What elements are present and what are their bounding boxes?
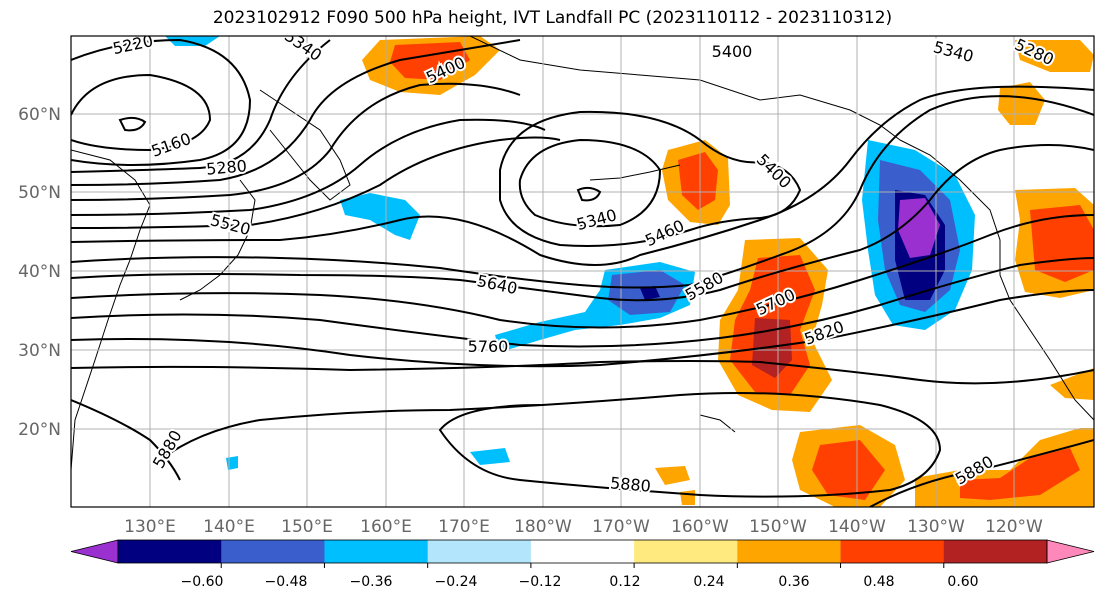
height-contour-5400 <box>71 82 521 201</box>
colorbar-label-5: −0.12 <box>519 574 562 590</box>
height-contour-5760-south <box>71 399 181 481</box>
colorbar-swatch <box>737 540 842 563</box>
height-contour-5880-east <box>869 439 1094 507</box>
colorbar-tick-labels: −0.60 −0.48 −0.36 −0.24 −0.12 0.12 0.24 … <box>181 574 979 590</box>
colorbar-label-7: 0.24 <box>693 574 724 590</box>
height-contours <box>71 38 1094 507</box>
height-contour-5220 <box>71 38 252 166</box>
lon-tick-160e: 160°E <box>360 517 412 537</box>
colorbar-label-4: −0.24 <box>435 574 478 590</box>
lon-tick-170e: 170°E <box>438 517 490 537</box>
height-contour-5460 <box>71 85 1094 266</box>
lat-tick-20n: 20°N <box>18 420 61 440</box>
colorbar-swatch <box>943 540 1048 563</box>
height-contour-5580-west <box>71 95 1094 289</box>
ivt-positive-region-tiny <box>680 490 695 505</box>
map-title: 2023102912 F090 500 hPa height, IVT Land… <box>212 8 893 28</box>
coastline-hawaii <box>699 414 736 433</box>
colorbar-label-9: 0.48 <box>863 574 894 590</box>
coastline-aleutians <box>589 164 681 181</box>
lon-tick-160w: 160°W <box>671 517 729 537</box>
ivt-positive-region-hawaii-east-inner <box>812 440 885 500</box>
contour-label-5880-a: 5880 <box>609 473 651 495</box>
colorbar-label-2: −0.48 <box>265 574 308 590</box>
colorbar-extension-low <box>70 539 119 564</box>
ivt-negative-region-ne-pacific-max <box>898 198 940 258</box>
colorbar-label-1: −0.60 <box>181 574 224 590</box>
height-contour-5340-west <box>71 39 521 186</box>
colorbar: −0.60 −0.48 −0.36 −0.24 −0.12 0.12 0.24 … <box>70 539 1095 590</box>
colorbar-swatch <box>530 540 635 563</box>
ivt-negative-region-south <box>470 448 510 465</box>
lon-tick-140w: 140°W <box>828 517 886 537</box>
contour-label-5280-b: 5280 <box>205 156 247 178</box>
colorbar-frame <box>117 539 1048 564</box>
colorbar-label-10: 0.60 <box>947 574 978 590</box>
lat-tick-40n: 40°N <box>18 262 61 282</box>
height-contour-5400-ring <box>499 110 802 247</box>
height-contour-5460-west <box>71 118 546 216</box>
lon-tick-140e: 140°E <box>203 517 255 537</box>
lon-tick-130e: 130°E <box>124 517 176 537</box>
ivt-positive-region-top-right <box>1015 40 1094 72</box>
coastline-kamchatka <box>259 89 351 201</box>
ivt-negative-region-top-left <box>165 36 220 46</box>
ivt-negative-region-west <box>340 193 420 240</box>
lat-tick-30n: 30°N <box>18 341 61 361</box>
colorbar-swatch <box>324 540 429 563</box>
longitude-tick-labels: 130°E 140°E 150°E 160°E 170°E 180°W 170°… <box>124 517 1043 537</box>
ivt-negative-region-central-core <box>640 286 660 300</box>
colorbar-swatches <box>70 539 1095 564</box>
lat-tick-50n: 50°N <box>18 183 61 203</box>
height-contour-5700 <box>71 214 1094 329</box>
height-contour-low-west <box>118 116 147 132</box>
colorbar-ticks <box>220 563 945 568</box>
lat-tick-60n: 60°N <box>18 105 61 125</box>
colorbar-extension-high <box>1046 539 1095 564</box>
ivt-positive-region-hawaii-small <box>655 466 690 485</box>
coastline-asia <box>71 149 151 471</box>
lon-tick-150e: 150°E <box>281 517 333 537</box>
colorbar-label-6: 0.12 <box>609 574 640 590</box>
coastline-alaska <box>469 36 901 141</box>
height-contour-5520 <box>71 136 561 229</box>
height-contour-low-central <box>576 186 602 202</box>
height-contour-5340-closed <box>518 138 662 228</box>
colorbar-swatch <box>118 540 222 563</box>
lon-tick-120w: 120°W <box>985 517 1043 537</box>
ivt-positive-region-southeast-inner <box>960 448 1080 500</box>
height-contour-5880-south <box>159 391 942 498</box>
contour-label-5760: 5760 <box>468 337 509 356</box>
colorbar-swatch <box>427 540 532 563</box>
height-contour-5880-north <box>71 360 1094 385</box>
height-contour-5160 <box>71 73 212 152</box>
height-contour-5640 <box>71 144 1094 302</box>
lon-tick-150w: 150°W <box>749 517 807 537</box>
colorbar-swatch <box>221 540 325 563</box>
colorbar-swatch <box>634 540 738 563</box>
gridlines <box>71 36 1094 507</box>
latitude-tick-labels: 60°N 50°N 40°N 30°N 20°N <box>18 105 61 440</box>
coastline-japan <box>179 179 256 301</box>
coastlines <box>71 36 1094 471</box>
ivt-positive-region-aleutian-inner <box>678 152 718 210</box>
ivt-positive-region-california-inner <box>1030 205 1094 282</box>
ivt-positive-region-mexico <box>1050 368 1094 400</box>
colorbar-label-3: −0.36 <box>350 574 393 590</box>
plot-frame <box>70 35 1095 508</box>
colorbar-swatch <box>840 540 945 563</box>
colorbar-label-8: 0.36 <box>778 574 809 590</box>
coastline-north-america <box>899 139 1094 421</box>
ivt-shading <box>165 36 1094 507</box>
contour-label-5400-b: 5400 <box>712 42 753 61</box>
ivt-negative-region-small <box>226 456 238 470</box>
lon-tick-130w: 130°W <box>907 517 965 537</box>
height-contour-5760 <box>71 257 1094 348</box>
height-contour-5280 <box>71 39 331 173</box>
lon-tick-170w: 170°W <box>592 517 650 537</box>
lon-tick-180w: 180°W <box>514 517 572 537</box>
